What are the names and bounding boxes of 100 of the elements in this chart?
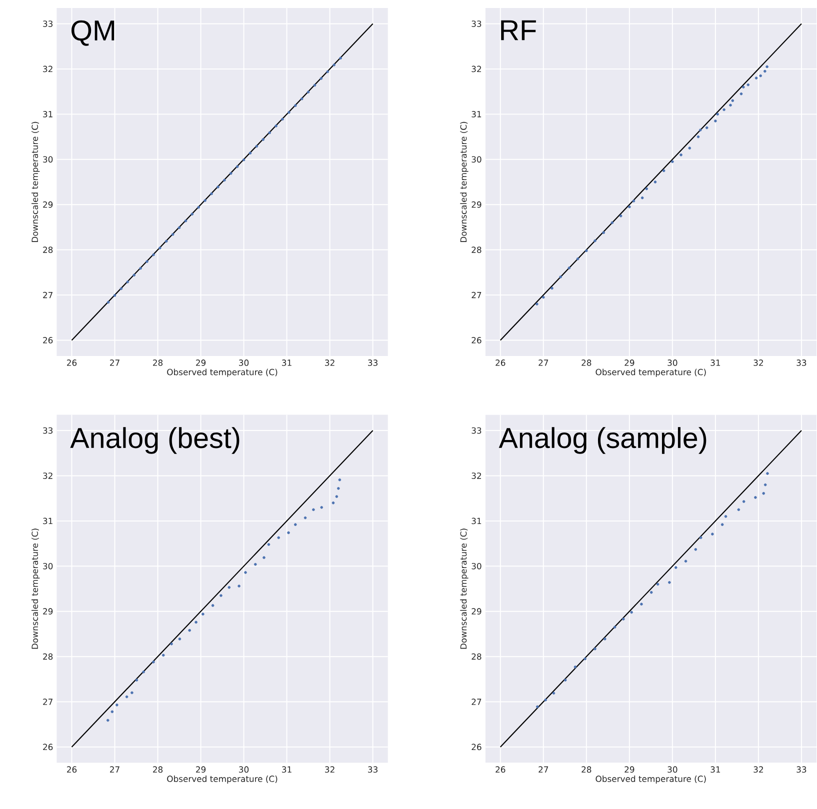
point: [584, 658, 587, 660]
x-tick-label: 31: [282, 360, 292, 366]
point: [720, 523, 724, 526]
point: [742, 86, 745, 89]
annotation: Analog (best): [70, 427, 240, 454]
point: [210, 192, 213, 196]
point: [656, 583, 660, 586]
annotation: RF: [501, 20, 536, 40]
point: [238, 584, 240, 588]
point: [662, 170, 666, 172]
point: [300, 98, 304, 100]
point: [740, 92, 743, 96]
point: [619, 214, 622, 218]
point: [228, 586, 231, 590]
annotation: Analog (sample): [498, 427, 706, 454]
point: [171, 233, 174, 236]
y-tick-label: 28: [472, 654, 482, 660]
point: [640, 602, 643, 606]
point: [737, 508, 740, 512]
point: [332, 502, 335, 504]
point: [106, 719, 110, 722]
point: [294, 523, 297, 526]
point: [202, 612, 204, 616]
y-axis-title: Downscaled temperature (C): [460, 528, 468, 649]
point: [132, 274, 136, 277]
x-tick-label: 28: [582, 360, 592, 366]
y-tick-label: 31: [43, 111, 52, 118]
point: [542, 296, 545, 299]
point: [714, 120, 717, 123]
y-tick-label: 30: [472, 563, 482, 570]
point: [564, 678, 567, 682]
point: [694, 548, 698, 552]
point: [610, 222, 614, 224]
point: [759, 74, 762, 78]
point: [722, 108, 726, 112]
point: [116, 704, 118, 707]
x-tick-label: 26: [67, 360, 77, 366]
point: [178, 638, 182, 641]
point: [640, 196, 644, 200]
y-tick-label: 30: [472, 156, 482, 163]
point: [766, 66, 768, 68]
x-axis-title: Observed temperature (C): [167, 368, 278, 378]
point: [632, 200, 636, 203]
y-tick-label: 26: [43, 744, 53, 750]
point: [113, 294, 116, 298]
point: [339, 56, 342, 60]
x-tick-label: 27: [110, 766, 120, 773]
point: [552, 692, 556, 695]
y-tick-label: 28: [43, 246, 53, 254]
point: [337, 487, 340, 490]
point: [204, 199, 206, 202]
point: [158, 246, 162, 250]
point: [536, 302, 538, 306]
point: [268, 132, 271, 134]
point: [126, 280, 130, 284]
annotation: QM: [72, 20, 114, 46]
point: [602, 231, 606, 234]
point: [312, 508, 315, 512]
point: [594, 240, 596, 242]
x-tick-label: 31: [710, 360, 720, 366]
point: [304, 516, 307, 520]
y-tick-label: 29: [472, 202, 482, 208]
y-tick-label: 33: [43, 428, 53, 434]
x-tick-label: 28: [582, 766, 592, 773]
x-tick-label: 29: [196, 360, 206, 366]
point: [142, 670, 145, 674]
point: [645, 188, 648, 190]
y-tick-label: 27: [472, 292, 482, 298]
point: [262, 556, 266, 560]
point: [724, 515, 728, 518]
x-tick-label: 32: [754, 766, 763, 773]
y-tick-label: 27: [472, 698, 482, 706]
point: [152, 660, 155, 664]
y-tick-label: 31: [472, 518, 482, 524]
x-tick-label: 32: [325, 766, 334, 773]
y-tick-label: 26: [472, 744, 482, 750]
point: [705, 126, 708, 130]
x-tick-label: 27: [538, 360, 548, 366]
point: [139, 267, 142, 270]
x-tick-label: 26: [496, 360, 506, 366]
point: [544, 698, 547, 702]
x-tick-label: 33: [368, 766, 378, 773]
y-tick-label: 32: [472, 66, 481, 72]
point: [194, 621, 198, 624]
point: [274, 124, 278, 128]
point: [170, 642, 173, 646]
point: [628, 206, 631, 208]
point: [281, 118, 284, 121]
y-tick-label: 28: [472, 246, 482, 254]
point: [277, 536, 280, 540]
point: [120, 288, 123, 290]
point: [585, 250, 588, 252]
point: [125, 696, 128, 698]
point: [255, 145, 258, 148]
y-tick-label: 30: [43, 563, 53, 570]
y-tick-label: 31: [472, 111, 482, 118]
y-tick-label: 31: [43, 518, 52, 524]
x-tick-label: 26: [496, 766, 506, 773]
point: [320, 77, 323, 80]
point: [764, 70, 766, 73]
